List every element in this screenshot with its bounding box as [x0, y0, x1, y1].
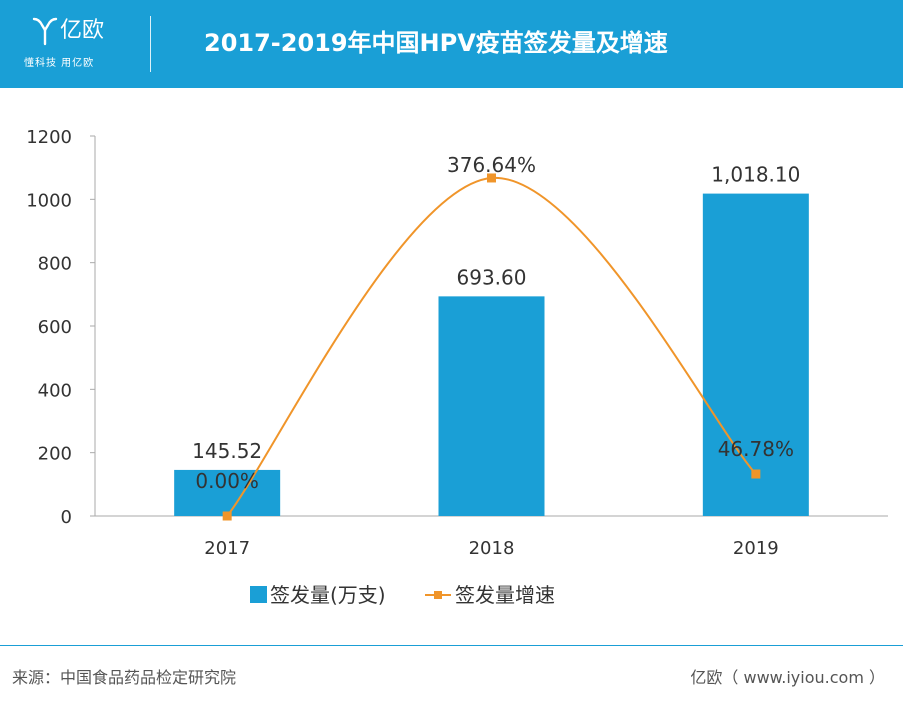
y-tick-label: 1000 [26, 190, 72, 211]
line-value-label: 0.00% [195, 469, 259, 493]
header-divider [150, 16, 151, 72]
footer-divider [0, 645, 903, 646]
line-value-label: 46.78% [718, 437, 794, 461]
source-note: 来源：中国食品药品检定研究院 [12, 668, 237, 687]
logo-slogan: 懂科技 用亿欧 [24, 58, 95, 69]
y-tick-label: 200 [38, 444, 72, 465]
line-marker[interactable] [222, 511, 232, 521]
y-tick-label: 600 [38, 317, 72, 338]
x-axis: 2017 2018 2019 [95, 515, 888, 559]
x-tick-label: 2017 [204, 538, 250, 559]
x-tick-label: 2019 [733, 538, 779, 559]
logo-icon [32, 17, 58, 46]
bar-series: 145.52 693.60 1,018.10 [174, 163, 809, 516]
y-tick-label: 0 [61, 507, 72, 528]
legend-line-label: 签发量增速 [455, 583, 555, 607]
bar-value-label: 693.60 [457, 265, 527, 289]
y-axis: 0 200 400 600 800 1000 1200 [26, 127, 96, 528]
page-title: 2017-2019年中国HPV疫苗签发量及增速 [204, 29, 668, 57]
brand-link[interactable]: 亿欧（ www.iyiou.com ） [690, 668, 885, 687]
logo[interactable]: 亿欧 懂科技 用亿欧 [20, 14, 130, 76]
legend-bar-swatch [250, 586, 267, 603]
bar-value-label: 145.52 [192, 439, 262, 463]
line-marker[interactable] [751, 469, 761, 479]
line-series: 0.00% 376.64% 46.78% [195, 153, 794, 521]
bar-value-label: 1,018.10 [711, 163, 800, 187]
logo-name: 亿欧 [60, 18, 105, 43]
header-banner: 亿欧 懂科技 用亿欧 2017-2019年中国HPV疫苗签发量及增速 [0, 0, 903, 88]
legend-bar-label: 签发量(万支) [270, 583, 386, 607]
chart: 0 200 400 600 800 1000 1200 2017 2018 2019 145.5… [26, 127, 888, 607]
bar[interactable] [702, 193, 809, 516]
y-tick-label: 800 [38, 254, 72, 275]
x-tick-label: 2018 [469, 538, 515, 559]
legend: 签发量(万支) 签发量增速 [250, 583, 555, 607]
line-marker[interactable] [487, 173, 496, 183]
line-value-label: 376.64% [447, 153, 536, 177]
bar[interactable] [174, 469, 281, 516]
y-tick-label: 400 [38, 380, 72, 401]
bar[interactable] [438, 296, 545, 516]
y-tick-label: 1200 [26, 127, 72, 148]
legend-line-marker [434, 591, 442, 599]
